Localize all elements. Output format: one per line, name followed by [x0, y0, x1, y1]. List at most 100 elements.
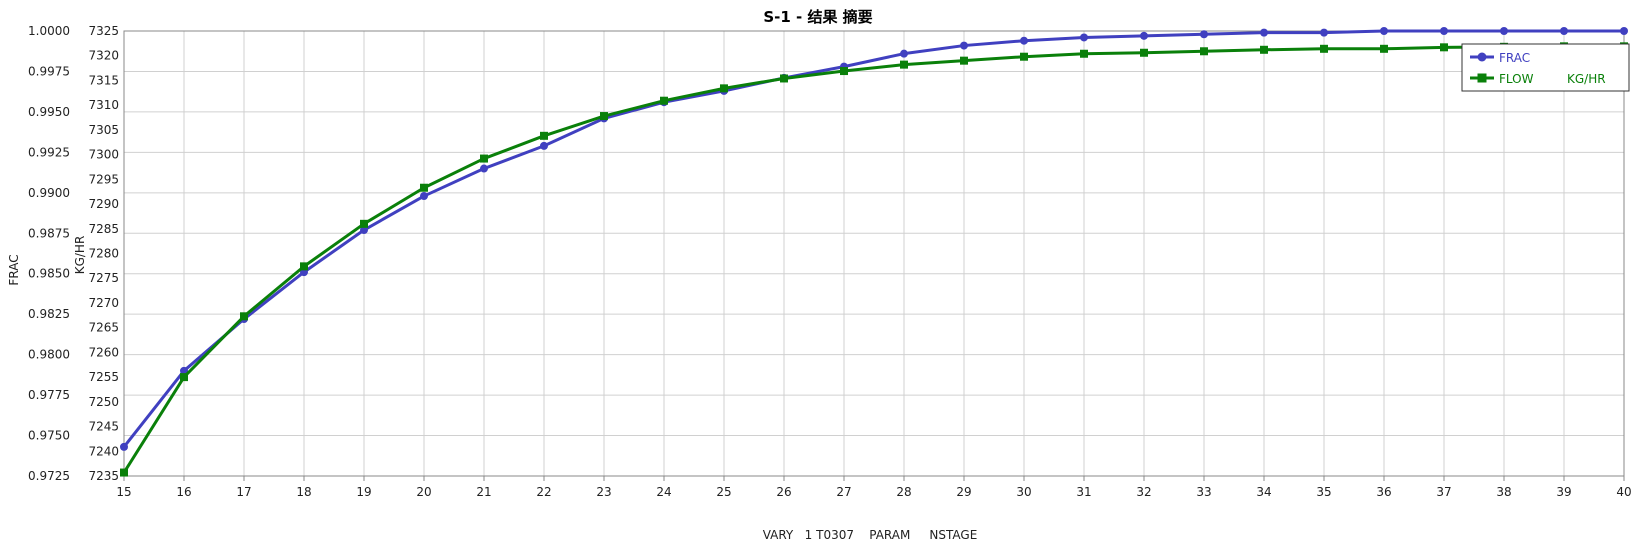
data-point-flow	[900, 60, 908, 69]
data-point-frac	[1380, 27, 1388, 35]
data-point-frac	[360, 226, 368, 235]
y-right-tick-label: 7250	[88, 395, 119, 409]
y-right-tick-label: 7280	[88, 247, 119, 261]
legend-frac-label: FRAC	[1499, 51, 1530, 65]
y-right-tick-label: 7240	[88, 444, 119, 458]
data-point-frac	[540, 141, 548, 150]
data-point-flow	[660, 96, 668, 105]
x-tick-label: 15	[116, 485, 131, 499]
y-right-tick-label: 7255	[88, 370, 119, 384]
data-point-flow	[1200, 47, 1208, 56]
y-right-tick-label: 7235	[88, 469, 119, 483]
x-tick-label: 32	[1136, 485, 1151, 499]
legend[interactable]: FRAC FLOW KG/HR	[1461, 43, 1630, 92]
x-tick-label: 38	[1496, 485, 1511, 499]
data-point-flow	[1080, 49, 1088, 58]
data-point-flow	[720, 84, 728, 93]
y-right-tick-label: 7265	[88, 321, 119, 335]
x-tick-label: 20	[416, 485, 431, 499]
y-right-tick-label: 7305	[88, 123, 119, 137]
data-point-frac	[1200, 30, 1208, 39]
data-point-flow	[240, 312, 248, 321]
y-left-tick-label: 0.9825	[28, 307, 70, 321]
y-left-tick-label: 1.0000	[28, 24, 70, 38]
x-axis-ticks: 15 16 17 18 19 20 21 22 23 24 25 26 27 28 29 30 31 32 33 34…	[116, 476, 1632, 499]
y-left-tick-label: 0.9900	[28, 186, 70, 200]
left-axis-ticks: 0.9725 0.9750 0.9775 0.9800 0.9825 0.9850 0.98…	[28, 24, 70, 483]
y-left-tick-label: 0.9875	[28, 226, 70, 240]
y-right-tick-label: 7245	[88, 420, 119, 434]
legend-box	[1461, 43, 1630, 92]
y-axis-left-label: FRAC	[7, 254, 21, 285]
x-tick-label: 22	[536, 485, 551, 499]
data-point-frac	[1620, 27, 1628, 35]
x-tick-label: 34	[1256, 485, 1271, 499]
x-tick-label: 28	[896, 485, 911, 499]
legend-flow-unit: KG/HR	[1567, 72, 1606, 86]
y-right-tick-label: 7310	[88, 98, 119, 112]
x-tick-label: 18	[296, 485, 311, 499]
x-tick-label: 24	[656, 485, 671, 499]
y-right-tick-label: 7290	[88, 197, 119, 211]
data-point-frac	[1500, 27, 1508, 35]
data-point-frac	[1560, 27, 1568, 35]
data-point-flow	[1380, 44, 1388, 53]
legend-flow-marker	[1477, 73, 1487, 83]
data-point-frac	[420, 192, 428, 201]
x-tick-label: 30	[1016, 485, 1031, 499]
data-point-flow	[1020, 52, 1028, 61]
data-point-frac	[1320, 28, 1328, 37]
y-left-tick-label: 0.9925	[28, 145, 70, 159]
x-tick-label: 40	[1616, 485, 1631, 499]
data-point-frac	[1140, 31, 1148, 40]
series-line-frac	[122, 29, 1624, 448]
data-point-flow	[540, 131, 548, 140]
series-layer	[120, 27, 1628, 477]
x-tick-label: 39	[1556, 485, 1571, 499]
data-point-flow	[780, 74, 788, 83]
data-point-frac	[480, 164, 488, 173]
chart-title: S-1 - 结果 摘要	[763, 8, 872, 26]
data-point-flow	[420, 183, 428, 192]
y-right-tick-label: 7270	[88, 296, 119, 310]
x-tick-label: 35	[1316, 485, 1331, 499]
data-point-flow	[600, 112, 608, 121]
y-right-tick-label: 7285	[88, 222, 119, 236]
x-tick-label: 29	[956, 485, 971, 499]
data-point-frac	[120, 442, 128, 451]
y-right-tick-label: 7300	[88, 148, 119, 162]
y-right-tick-label: 7275	[88, 271, 119, 285]
data-point-flow	[840, 67, 848, 76]
x-tick-label: 21	[476, 485, 491, 499]
x-tick-label: 36	[1376, 485, 1391, 499]
data-point-frac	[1080, 33, 1088, 42]
data-point-frac	[960, 41, 968, 50]
x-tick-label: 25	[716, 485, 731, 499]
y-right-tick-label: 7320	[88, 49, 119, 63]
data-point-flow	[1440, 43, 1448, 52]
y-left-tick-label: 0.9850	[28, 267, 70, 281]
data-point-flow	[300, 262, 308, 271]
x-tick-label: 23	[596, 485, 611, 499]
data-point-flow	[1320, 44, 1328, 53]
y-left-tick-label: 0.9800	[28, 348, 70, 362]
data-point-flow	[180, 373, 188, 382]
data-point-frac	[1440, 27, 1448, 35]
x-tick-label: 27	[836, 485, 851, 499]
data-point-flow	[1140, 48, 1148, 57]
series-line-flow	[122, 44, 1624, 474]
y-right-tick-label: 7325	[88, 24, 119, 38]
x-tick-label: 26	[776, 485, 791, 499]
x-tick-label: 16	[176, 485, 191, 499]
legend-flow-label: FLOW	[1499, 72, 1534, 86]
x-tick-label: 33	[1196, 485, 1211, 499]
plot-area-frame	[123, 30, 1625, 477]
y-right-tick-label: 7295	[88, 172, 119, 186]
data-point-frac	[180, 366, 188, 375]
right-axis-ticks: 7235 7240 7245 7250 7255 7260 7265 7270 7275 7280…	[88, 24, 119, 483]
data-point-flow	[480, 154, 488, 163]
data-point-flow	[960, 56, 968, 65]
data-point-flow	[120, 468, 128, 477]
data-point-frac	[900, 49, 908, 58]
